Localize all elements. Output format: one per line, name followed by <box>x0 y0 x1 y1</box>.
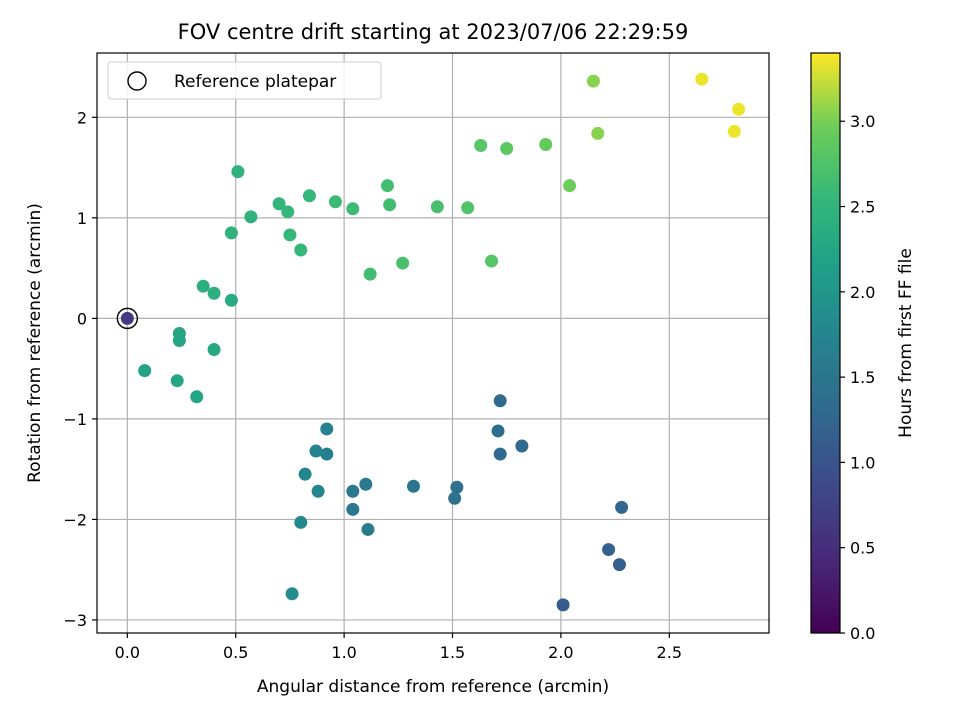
data-point <box>361 522 375 536</box>
data-point <box>285 587 299 601</box>
y-tick-label: −3 <box>63 611 87 630</box>
data-point <box>346 502 360 516</box>
colorbar-tick-label: 2.0 <box>850 283 875 302</box>
data-point <box>563 179 577 193</box>
colorbar-gradient <box>810 52 841 634</box>
data-point <box>615 500 629 514</box>
data-point <box>231 165 245 179</box>
data-point <box>515 439 529 453</box>
data-point <box>224 293 238 307</box>
scatter-points <box>116 72 746 612</box>
data-point <box>448 491 462 505</box>
x-tick-label: 2.0 <box>548 643 573 662</box>
data-point <box>207 343 221 357</box>
colorbar-label: Hours from first FF file <box>896 248 916 438</box>
colorbar-ticks: 0.0 0.5 1.0 1.5 2.0 2.5 3.0 <box>840 112 875 643</box>
data-point <box>294 515 308 529</box>
data-point <box>224 226 238 240</box>
data-point <box>207 286 221 300</box>
data-point <box>591 126 605 140</box>
data-point <box>556 598 570 612</box>
data-point <box>302 189 316 203</box>
x-tick-label: 0.0 <box>115 643 140 662</box>
data-point <box>493 394 507 408</box>
data-point <box>298 467 312 481</box>
data-point <box>309 444 323 458</box>
y-axis-label: Rotation from reference (arcmin) <box>25 203 45 483</box>
legend: Reference platepar <box>107 61 382 100</box>
colorbar-tick-label: 1.0 <box>850 453 875 472</box>
data-point <box>396 256 410 270</box>
reference-platepar-marker <box>116 307 139 330</box>
x-axis-label: Angular distance from reference (arcmin) <box>257 677 609 697</box>
data-point <box>695 72 709 86</box>
data-point <box>272 197 286 211</box>
colorbar: 0.0 0.5 1.0 1.5 2.0 2.5 3.0 Hours from first F… <box>810 52 916 643</box>
data-point <box>383 198 397 212</box>
legend-box <box>107 61 382 100</box>
y-tick-label: 2 <box>77 108 87 127</box>
data-point <box>294 243 308 257</box>
data-point <box>346 484 360 498</box>
data-point <box>500 141 514 155</box>
data-point <box>244 210 258 224</box>
y-tick-label: 1 <box>77 209 87 228</box>
grid <box>97 53 769 633</box>
data-point <box>328 195 342 209</box>
x-tick-label: 1.5 <box>440 643 465 662</box>
y-tick-label: −1 <box>63 410 87 429</box>
data-point <box>281 205 295 219</box>
data-point <box>586 74 600 88</box>
data-point <box>406 479 420 493</box>
x-tick-label: 0.5 <box>223 643 248 662</box>
colorbar-tick-label: 0.0 <box>850 624 875 643</box>
data-point <box>380 179 394 193</box>
data-point <box>450 480 464 494</box>
colorbar-tick-label: 2.5 <box>850 198 875 217</box>
colorbar-tick-label: 3.0 <box>850 112 875 131</box>
data-point <box>359 477 373 491</box>
data-point <box>602 543 616 557</box>
data-point <box>539 137 553 151</box>
data-point <box>461 201 475 215</box>
y-axis-ticks: −3 −2 −1 0 1 2 <box>63 108 97 630</box>
data-point <box>474 138 488 152</box>
data-point <box>612 558 626 572</box>
chart-title: FOV centre drift starting at 2023/07/06 … <box>178 20 689 44</box>
data-point <box>491 424 505 438</box>
data-point <box>727 124 741 138</box>
data-point <box>120 311 134 325</box>
data-point <box>320 422 334 436</box>
data-point <box>170 374 184 388</box>
data-point <box>485 254 499 268</box>
legend-label-reference-platepar: Reference platepar <box>174 72 336 92</box>
colorbar-tick-label: 1.5 <box>850 368 875 387</box>
data-point <box>190 390 204 404</box>
data-point <box>430 200 444 214</box>
data-point <box>172 333 186 347</box>
data-point <box>363 267 377 281</box>
x-tick-label: 1.0 <box>331 643 356 662</box>
colorbar-tick-label: 0.5 <box>850 539 875 558</box>
data-point <box>346 202 360 216</box>
data-point <box>320 447 334 461</box>
y-tick-label: 0 <box>77 309 87 328</box>
data-point <box>196 279 210 293</box>
legend-marker-open-circle <box>127 71 147 91</box>
y-tick-label: −2 <box>63 510 87 529</box>
data-point <box>732 102 746 116</box>
data-point <box>493 447 507 461</box>
data-point <box>138 364 152 378</box>
data-point <box>283 228 297 242</box>
x-tick-label: 2.5 <box>657 643 682 662</box>
x-axis-ticks: 0.0 0.5 1.0 1.5 2.0 2.5 <box>115 633 682 662</box>
plot-frame <box>96 52 770 634</box>
data-point <box>311 484 325 498</box>
